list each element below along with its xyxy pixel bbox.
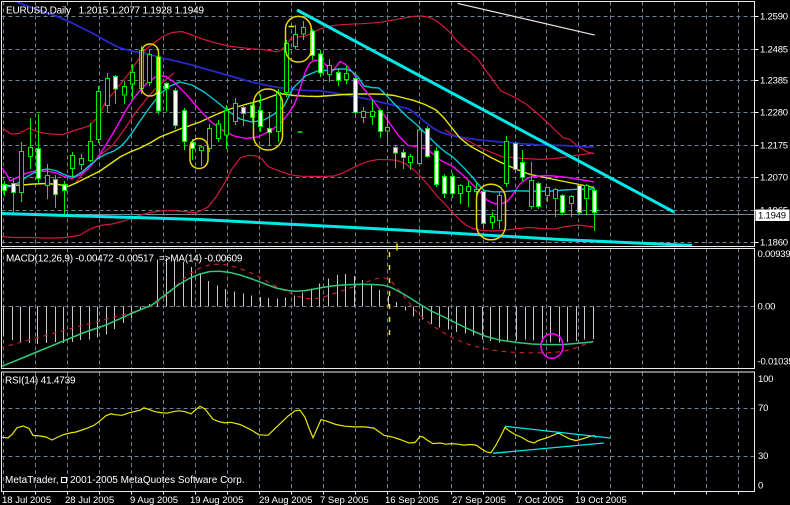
- svg-text:16 Sep 2005: 16 Sep 2005: [385, 495, 439, 505]
- svg-text:EURUSD,Daily 1.2015 1.2077 1: EURUSD,Daily 1.2015 1.2077 1.1928 1.1949: [6, 6, 204, 17]
- svg-text:29 Aug 2005: 29 Aug 2005: [259, 495, 312, 505]
- svg-text:2001-2005 MetaQuotes Software: 2001-2005 MetaQuotes Software Corp.: [70, 475, 245, 486]
- svg-text:30: 30: [758, 451, 768, 462]
- svg-text:RSI(14) 41.4739: RSI(14) 41.4739: [5, 376, 76, 387]
- svg-text:7 Oct 2005: 7 Oct 2005: [517, 495, 563, 505]
- svg-text:1.2280: 1.2280: [760, 108, 788, 119]
- svg-text:0: 0: [758, 481, 763, 492]
- svg-text:18 Jul 2005: 18 Jul 2005: [2, 495, 51, 505]
- svg-text:1.1860: 1.1860: [760, 238, 788, 249]
- svg-text:7 Sep 2005: 7 Sep 2005: [320, 495, 369, 505]
- svg-text:1.2485: 1.2485: [760, 45, 788, 56]
- svg-text:0.00: 0.00: [758, 301, 776, 312]
- svg-text:1.1949: 1.1949: [758, 211, 786, 222]
- svg-text:0.00939: 0.00939: [758, 249, 790, 260]
- svg-text:100: 100: [758, 374, 773, 385]
- svg-text:1.2070: 1.2070: [760, 173, 788, 184]
- svg-text:19 Oct 2005: 19 Oct 2005: [575, 495, 627, 505]
- svg-text:1.2175: 1.2175: [760, 141, 788, 152]
- svg-text:9 Aug 2005: 9 Aug 2005: [130, 495, 178, 505]
- svg-text:MetaTrader,: MetaTrader,: [5, 475, 59, 486]
- svg-text:MACD(12,26,9) -0.00472 -0.0051: MACD(12,26,9) -0.00472 -0.00517 =>MA(14)…: [6, 254, 243, 265]
- svg-text:-0.01035: -0.01035: [758, 357, 790, 368]
- svg-text:1.2385: 1.2385: [760, 76, 788, 87]
- svg-text:1.2590: 1.2590: [760, 12, 788, 23]
- svg-text:19 Aug 2005: 19 Aug 2005: [190, 495, 243, 505]
- svg-text:27 Sep 2005: 27 Sep 2005: [452, 495, 506, 505]
- svg-text:28 Jul 2005: 28 Jul 2005: [65, 495, 114, 505]
- svg-text:70: 70: [758, 403, 768, 414]
